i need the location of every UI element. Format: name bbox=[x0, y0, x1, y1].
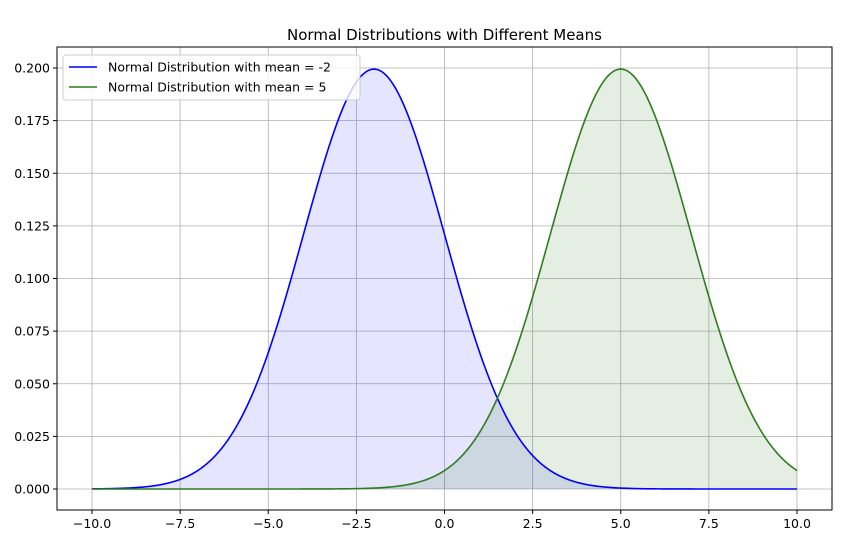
legend-label: Normal Distribution with mean = 5 bbox=[108, 80, 326, 95]
area-fills bbox=[92, 69, 797, 490]
x-tick-label: 10.0 bbox=[783, 516, 811, 531]
legend-label: Normal Distribution with mean = -2 bbox=[108, 60, 331, 75]
y-tick-label: 0.000 bbox=[14, 482, 50, 497]
x-axis: −10.0 −7.5 −5.0 −2.5 0.0 2.5 5.0 7.5 10.0 bbox=[73, 510, 811, 531]
x-tick-label: 7.5 bbox=[699, 516, 719, 531]
chart-title: Normal Distributions with Different Mean… bbox=[287, 26, 602, 44]
legend: Normal Distribution with mean = -2 Normal… bbox=[62, 54, 361, 101]
x-tick-label: −7.5 bbox=[165, 516, 195, 531]
x-tick-label: −10.0 bbox=[73, 516, 111, 531]
y-tick-label: 0.050 bbox=[14, 376, 50, 391]
y-tick-label: 0.175 bbox=[14, 113, 50, 128]
y-tick-label: 0.100 bbox=[14, 271, 50, 286]
x-tick-label: −5.0 bbox=[253, 516, 283, 531]
area-fill-1 bbox=[92, 69, 797, 490]
x-tick-label: 0.0 bbox=[435, 516, 455, 531]
line-series-0 bbox=[91, 68, 797, 490]
line-series-1 bbox=[92, 68, 798, 490]
y-tick-label: 0.125 bbox=[14, 218, 50, 233]
x-tick-label: 2.5 bbox=[523, 516, 543, 531]
y-tick-label: 0.200 bbox=[14, 61, 50, 76]
area-fill-0 bbox=[92, 69, 797, 490]
y-axis: 0.000 0.025 0.050 0.075 0.100 0.125 0.150 0.175… bbox=[14, 61, 57, 497]
y-tick-label: 0.025 bbox=[14, 429, 50, 444]
x-tick-label: −2.5 bbox=[341, 516, 371, 531]
series-lines bbox=[91, 68, 798, 490]
y-tick-label: 0.150 bbox=[14, 166, 50, 181]
legend-box bbox=[62, 54, 361, 101]
y-tick-label: 0.075 bbox=[14, 324, 50, 339]
x-tick-label: 5.0 bbox=[611, 516, 631, 531]
